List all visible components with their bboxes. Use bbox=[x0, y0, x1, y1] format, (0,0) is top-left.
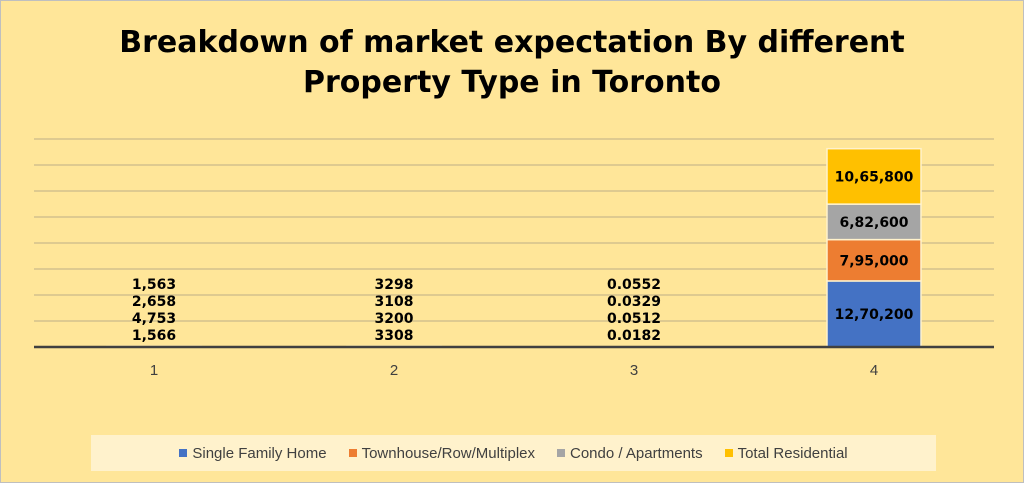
data-label: 0.0182 bbox=[607, 328, 661, 344]
legend-item: Townhouse/Row/Multiplex bbox=[348, 444, 535, 462]
x-tick-label: 1 bbox=[150, 362, 158, 379]
data-label: 10,65,800 bbox=[835, 169, 914, 185]
data-label: 7,95,000 bbox=[839, 253, 908, 269]
data-label: 12,70,200 bbox=[835, 307, 914, 323]
data-label: 3308 bbox=[375, 328, 414, 344]
data-label: 2,658 bbox=[132, 294, 176, 310]
legend-label: Townhouse/Row/Multiplex bbox=[361, 444, 535, 462]
legend-label: Condo / Apartments bbox=[570, 444, 703, 462]
data-label: 3200 bbox=[375, 311, 414, 327]
chart-title-line-2: Property Type in Toronto bbox=[303, 65, 721, 100]
data-label: 1,566 bbox=[132, 328, 176, 344]
legend-swatch bbox=[348, 449, 357, 457]
legend-item: Condo / Apartments bbox=[557, 445, 703, 462]
data-label: 3108 bbox=[375, 294, 414, 310]
data-label: 0.0329 bbox=[607, 294, 661, 310]
chart-title: Breakdown of market expectation By diffe… bbox=[1, 23, 1023, 103]
chart-title-line-1: Breakdown of market expectation By diffe… bbox=[119, 25, 905, 60]
x-tick-label: 3 bbox=[630, 362, 638, 379]
legend-item: Single Family Home bbox=[179, 444, 327, 462]
data-label: 4,753 bbox=[132, 311, 176, 327]
legend-swatch bbox=[557, 449, 565, 457]
legend-item: Total Residential bbox=[724, 444, 848, 462]
legend-swatch bbox=[179, 449, 188, 457]
legend-swatch bbox=[724, 449, 733, 457]
x-tick-label: 2 bbox=[390, 362, 398, 379]
data-label: 1,563 bbox=[132, 277, 176, 293]
data-label: 0.0512 bbox=[607, 311, 661, 327]
legend: Single Family Home Townhouse/Row/Multiple… bbox=[91, 435, 936, 471]
x-tick-label: 4 bbox=[870, 362, 878, 379]
data-label: 6,82,600 bbox=[839, 215, 908, 231]
legend-label: Total Residential bbox=[737, 444, 848, 462]
legend-label: Single Family Home bbox=[192, 444, 327, 462]
bar-segment bbox=[826, 238, 922, 282]
data-label: 0.0552 bbox=[607, 277, 661, 293]
bar-segment bbox=[826, 147, 922, 205]
data-label: 3298 bbox=[375, 277, 414, 293]
